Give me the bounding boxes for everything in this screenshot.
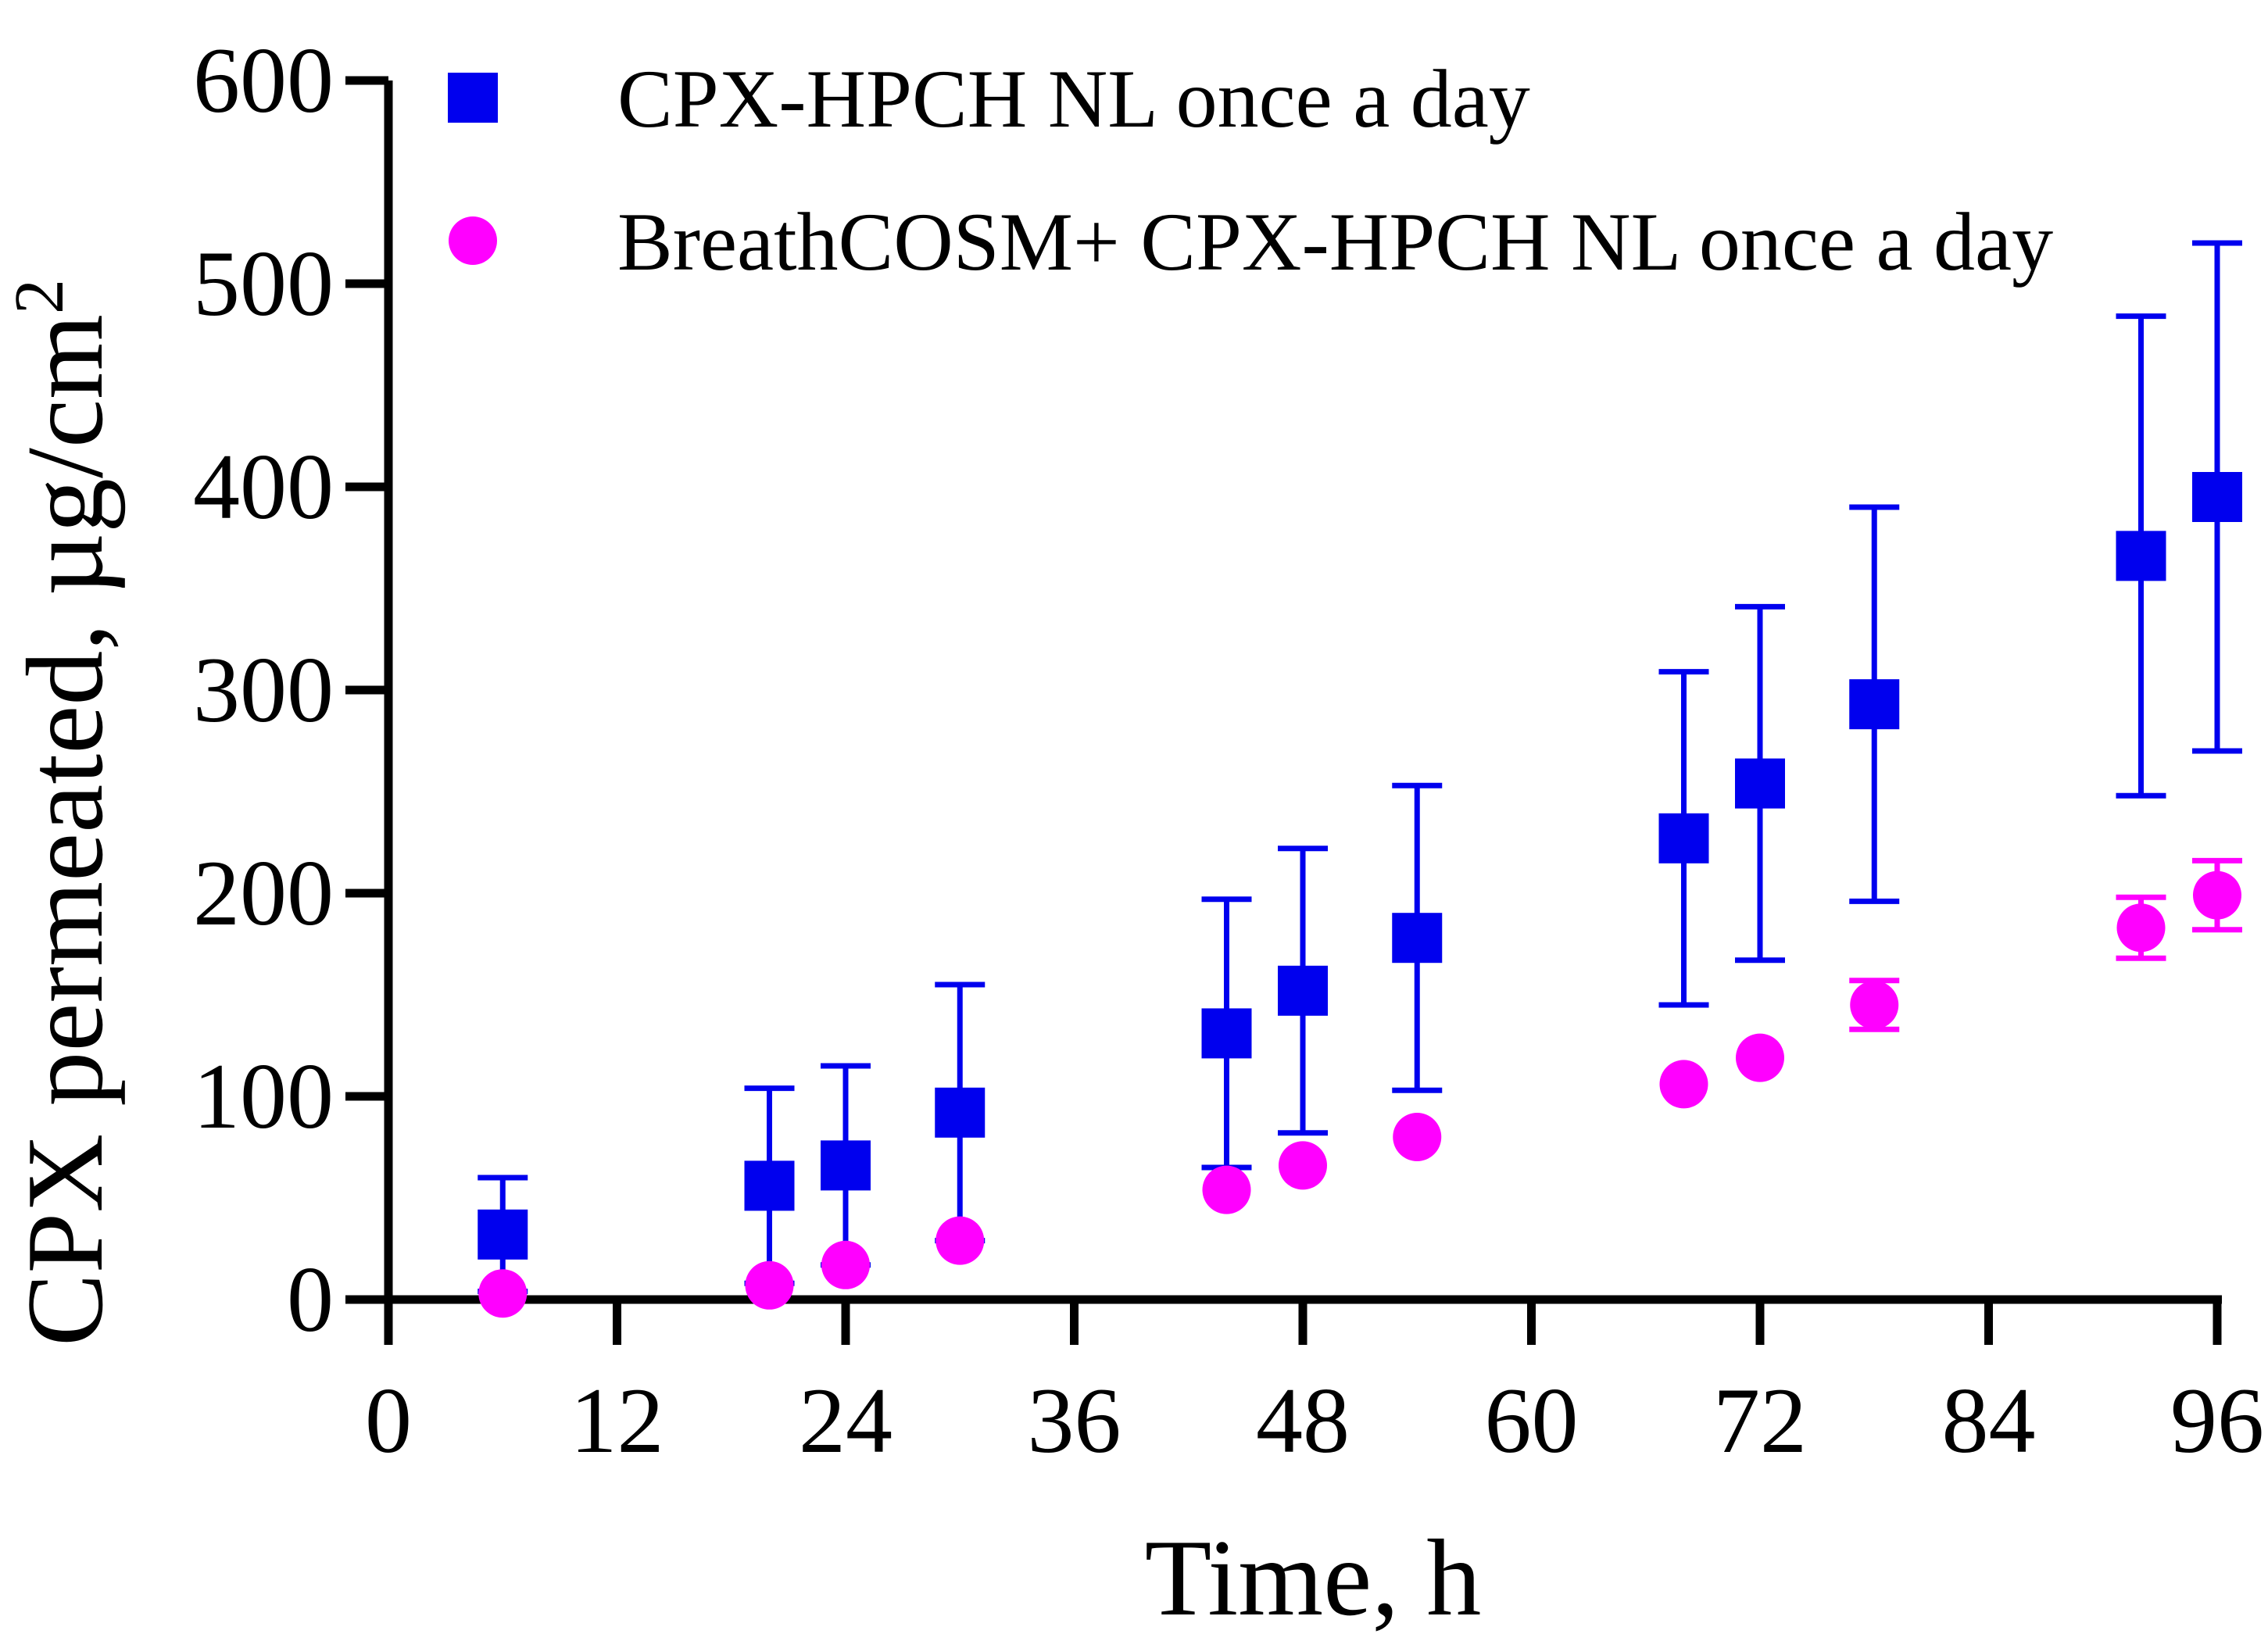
x-tick-label: 36 — [1028, 1368, 1121, 1472]
y-tick-label: 300 — [193, 638, 334, 742]
data-point-circle — [1393, 1113, 1442, 1161]
x-tick-label: 72 — [1713, 1368, 1807, 1472]
data-point-square — [1201, 1008, 1252, 1059]
y-tick-label: 200 — [193, 841, 334, 945]
legend-marker-circle — [449, 216, 497, 265]
axes: 0 100 200 300 400 500 600 0 12 24 36 48 60 72 84 96 — [193, 28, 2264, 1472]
data-point-square — [821, 1140, 871, 1191]
data-point-circle — [2193, 871, 2241, 920]
legend-label: BreathCOSM+ CPX-HPCH NL once a day — [617, 196, 2053, 288]
data-point-square — [1392, 913, 1443, 964]
y-axis-title-main: CPX permeated, µg/cm — [5, 314, 126, 1346]
legend: CPX-HPCH NL once a day BreathCOSM+ CPX-HP… — [448, 53, 2053, 288]
data-point-square — [1278, 965, 1328, 1016]
y-tick-label: 100 — [193, 1044, 334, 1148]
data-point-circle — [1736, 1033, 1784, 1082]
data-point-circle — [478, 1269, 528, 1318]
data-point-square — [1735, 758, 1785, 809]
x-tick-label: 84 — [1942, 1368, 2036, 1472]
x-axis-title: Time, h — [1145, 1518, 1482, 1634]
data-point-square — [1849, 679, 1900, 730]
x-tick-label: 60 — [1485, 1368, 1579, 1472]
data-point-square — [935, 1087, 986, 1138]
y-axis-title-superscript: 2 — [1, 279, 78, 314]
series-layer — [478, 240, 2242, 1318]
series-1 — [478, 240, 2242, 1295]
data-point-square — [478, 1209, 528, 1260]
x-tick-label: 96 — [2170, 1368, 2264, 1472]
y-tick-label: 500 — [193, 231, 334, 335]
data-point-circle — [1279, 1141, 1327, 1190]
data-point-square — [744, 1160, 795, 1211]
x-tick-label: 0 — [365, 1368, 412, 1472]
x-tick-label: 12 — [571, 1368, 664, 1472]
x-tick-label: 24 — [799, 1368, 893, 1472]
data-point-circle — [745, 1260, 794, 1310]
data-point-circle — [821, 1240, 870, 1289]
data-point-circle — [1659, 1060, 1708, 1109]
series-2 — [478, 857, 2242, 1318]
x-tick-label: 48 — [1256, 1368, 1350, 1472]
legend-marker-square — [448, 73, 498, 123]
data-point-circle — [1202, 1165, 1251, 1214]
legend-label: CPX-HPCH NL once a day — [617, 53, 1530, 145]
data-point-square — [2192, 472, 2242, 522]
y-tick-label: 0 — [287, 1247, 334, 1351]
data-point-circle — [935, 1216, 985, 1265]
data-point-square — [1658, 813, 1709, 863]
data-point-circle — [2116, 903, 2166, 953]
y-tick-label: 400 — [193, 434, 334, 538]
y-tick-label: 600 — [193, 28, 334, 132]
y-axis-title: CPX permeated, µg/cm2 — [1, 279, 126, 1346]
data-point-square — [2116, 531, 2166, 581]
data-point-circle — [1850, 981, 1899, 1029]
